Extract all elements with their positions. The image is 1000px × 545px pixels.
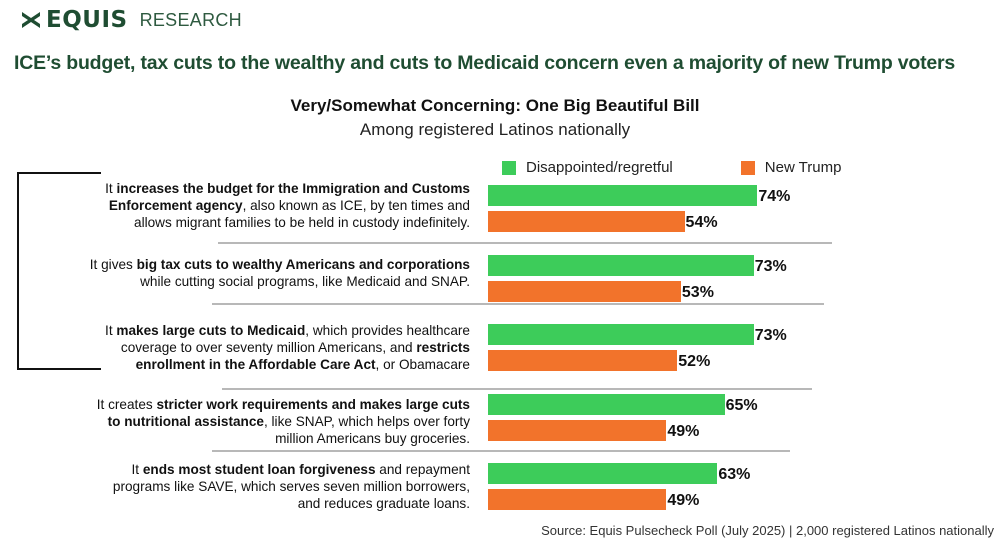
emphasis-text: to nutritional assistance (107, 414, 264, 429)
emphasis-text: restricts (416, 340, 470, 355)
equis-x-logo-icon (22, 12, 40, 28)
emphasis-text: enrollment in the Affordable Care Act (135, 357, 376, 372)
category-label-line: enrollment in the Affordable Care Act, o… (105, 356, 470, 373)
separator-line (218, 242, 832, 244)
chart-subtitle: Among registered Latinos nationally (359, 120, 631, 139)
category-label-line: while cutting social programs, like Medi… (90, 273, 470, 290)
bar-new-trump (488, 420, 667, 441)
bar-disappointed (488, 255, 754, 276)
data-label: 49% (667, 423, 700, 440)
label-text: It creates (96, 397, 157, 412)
category-label-line: programs like SAVE, which serves seven m… (113, 478, 470, 495)
emphasis-text: increases the budget for the Immigration… (116, 181, 471, 196)
emphasis-text: Enforcement agency (108, 198, 243, 213)
separator-line (222, 388, 812, 390)
label-text: programs like SAVE, which serves seven m… (112, 479, 470, 494)
label-text: , also known as ICE, by ten times and (242, 198, 470, 213)
separator-line (212, 303, 824, 305)
category-label-line: It creates stricter work requirements an… (97, 396, 470, 413)
label-text: It gives (89, 257, 137, 272)
emphasis-text: ends most student loan forgiveness (142, 462, 376, 477)
legend-item-new-trump: New Trump (740, 159, 842, 176)
legend-label-new-trump: New Trump (764, 159, 842, 176)
separator-line (212, 450, 790, 452)
category-label-line: allows migrant families to be held in cu… (105, 214, 470, 231)
bar-disappointed (488, 324, 754, 345)
legend: Disappointed/regretful New Trump (502, 159, 841, 176)
category-label: It gives big tax cuts to wealthy America… (90, 256, 470, 290)
label-text: million Americans buy groceries. (275, 431, 470, 446)
brand-logo: EQUIS RESEARCH (20, 6, 242, 34)
emphasis-text: makes large cuts to Medicaid (116, 323, 306, 338)
data-label: 63% (718, 466, 751, 483)
data-label: 73% (754, 327, 787, 344)
category-label-line: Enforcement agency, also known as ICE, b… (105, 197, 470, 214)
bar-new-trump (488, 350, 678, 371)
emphasis-text: stricter work requirements and makes lar… (156, 397, 470, 412)
label-text: , which provides healthcare (305, 323, 470, 338)
label-text: coverage to over seventy million America… (120, 340, 417, 355)
data-label: 73% (754, 258, 787, 275)
label-text: and reduces graduate loans. (297, 496, 470, 511)
bar-new-trump (488, 211, 685, 232)
data-label: 53% (681, 284, 714, 301)
category-label-line: million Americans buy groceries. (97, 430, 470, 447)
bar-disappointed (488, 185, 758, 206)
category-label-line: coverage to over seventy million America… (105, 339, 470, 356)
label-text: , like SNAP, which helps over forty (263, 414, 470, 429)
data-label: 49% (667, 492, 700, 509)
source-note: Source: Equis Pulsecheck Poll (July 2025… (541, 523, 994, 538)
bar-new-trump (488, 281, 681, 302)
legend-swatch-disappointed (502, 160, 516, 175)
label-text: It (105, 181, 117, 196)
category-label-line: It gives big tax cuts to wealthy America… (90, 256, 470, 273)
brand-name: EQUIS (46, 7, 128, 33)
legend-label-disappointed: Disappointed/regretful (526, 159, 673, 176)
data-label: 52% (678, 353, 711, 370)
legend-item-disappointed: Disappointed/regretful (502, 159, 673, 176)
category-label-line: It ends most student loan forgiveness an… (113, 461, 470, 478)
emphasis-text: big tax cuts to wealthy Americans and co… (136, 257, 470, 272)
data-label: 65% (725, 397, 758, 414)
category-label-line: It increases the budget for the Immigrat… (105, 180, 470, 197)
bar-disappointed (488, 394, 725, 415)
headline: ICE’s budget, tax cuts to the wealthy an… (14, 52, 956, 74)
legend-swatch-new-trump (740, 160, 755, 175)
bar-disappointed (488, 463, 718, 484)
data-label: 54% (685, 214, 718, 231)
category-label-line: and reduces graduate loans. (113, 495, 470, 512)
bar-new-trump (488, 489, 667, 510)
category-label-line: to nutritional assistance, like SNAP, wh… (97, 413, 470, 430)
category-label-line: It makes large cuts to Medicaid, which p… (105, 322, 470, 339)
label-text: It (131, 462, 143, 477)
category-label: It increases the budget for the Immigrat… (105, 180, 470, 231)
chart-title: Very/Somewhat Concerning: One Big Beauti… (290, 96, 700, 115)
category-label: It makes large cuts to Medicaid, which p… (105, 322, 470, 373)
data-label: 74% (758, 188, 791, 205)
label-text: while cutting social programs, like Medi… (140, 274, 470, 289)
category-label: It ends most student loan forgiveness an… (113, 461, 470, 512)
category-label: It creates stricter work requirements an… (97, 396, 470, 447)
label-text: allows migrant families to be held in cu… (134, 215, 470, 230)
label-text: It (105, 323, 117, 338)
label-text: and repayment (375, 462, 470, 477)
group-bracket (17, 172, 101, 370)
brand-sub: RESEARCH (139, 9, 242, 30)
label-text: , or Obamacare (375, 357, 470, 372)
